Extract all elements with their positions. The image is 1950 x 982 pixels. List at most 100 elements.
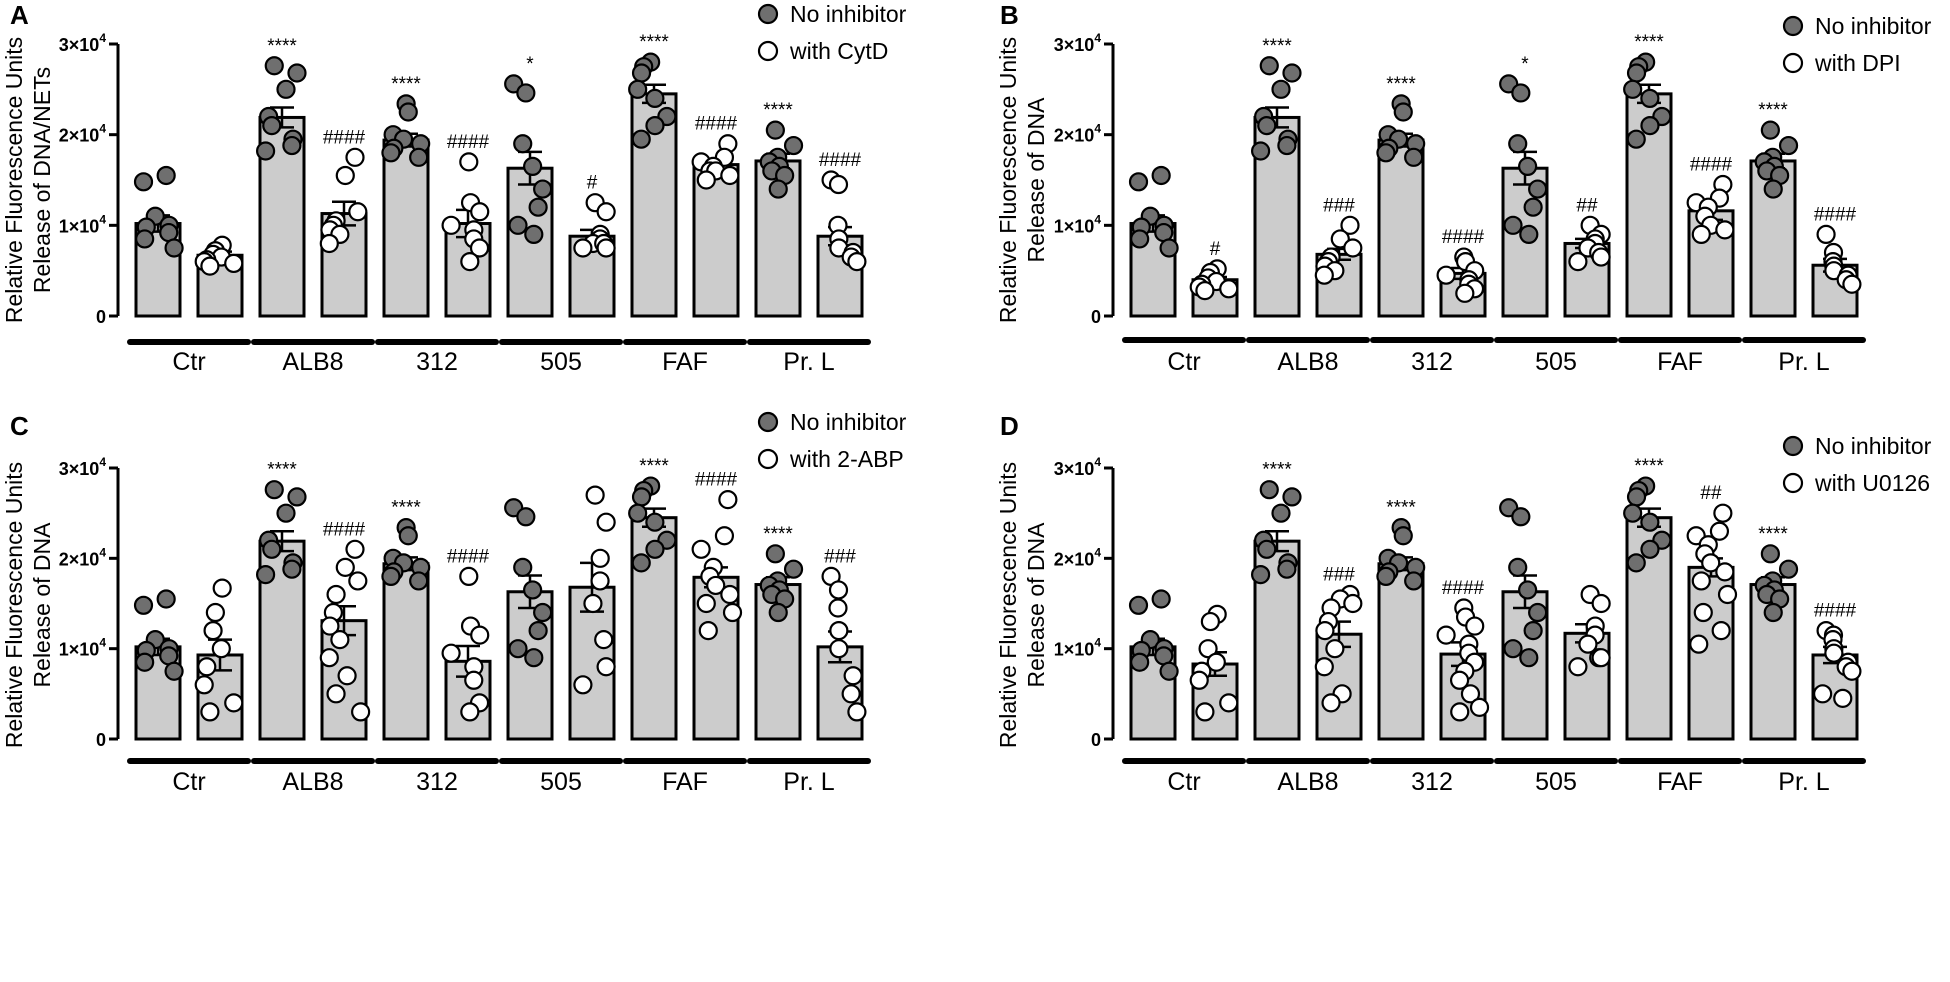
significance-label: **** — [1386, 74, 1416, 95]
legend-label: No inhibitor — [790, 409, 907, 435]
data-point — [768, 602, 788, 623]
data-point — [631, 63, 652, 83]
data-point — [783, 135, 804, 156]
data-point — [1816, 224, 1836, 244]
significance-label: * — [526, 54, 534, 75]
x-tick-label: 505 — [540, 768, 582, 796]
data-point — [200, 256, 220, 276]
significance-label: ### — [1323, 564, 1355, 585]
data-point — [351, 702, 371, 722]
legend-marker — [1782, 15, 1804, 37]
data-point — [381, 566, 401, 587]
data-point — [1640, 539, 1660, 559]
data-point — [441, 215, 461, 235]
data-point — [1465, 616, 1485, 636]
data-point — [1713, 503, 1733, 523]
data-point — [156, 165, 176, 186]
significance-label: **** — [391, 74, 421, 95]
data-point — [1523, 197, 1543, 217]
data-point — [1198, 639, 1218, 659]
x-tick-label: Pr. L — [1778, 348, 1830, 376]
x-tick-label: 312 — [416, 768, 458, 796]
significance-label: #### — [695, 114, 738, 135]
significance-label: **** — [1634, 456, 1664, 477]
data-point — [1715, 220, 1735, 240]
data-point — [645, 512, 665, 532]
data-point — [459, 152, 479, 172]
legend-marker — [757, 40, 779, 62]
legend-label: with U0126 — [1814, 470, 1930, 496]
data-point — [1511, 83, 1531, 103]
significance-label: **** — [1634, 32, 1664, 53]
data-point — [337, 666, 357, 686]
x-tick-label: FAF — [1657, 768, 1703, 796]
data-point — [1760, 544, 1780, 564]
data-point — [523, 156, 543, 176]
data-point — [1778, 135, 1799, 156]
data-point — [1449, 670, 1470, 690]
data-point — [1626, 487, 1647, 507]
legend-marker — [757, 3, 779, 25]
data-point — [829, 639, 849, 659]
x-tick-label: Ctr — [172, 768, 205, 796]
x-tick-label: 312 — [416, 348, 458, 376]
data-point — [255, 141, 276, 161]
data-point — [469, 238, 490, 258]
data-point — [1623, 503, 1643, 523]
data-point — [1250, 141, 1271, 161]
data-point — [1518, 580, 1538, 600]
data-point — [1159, 661, 1179, 681]
bar — [382, 562, 430, 741]
legend-label: with DPI — [1814, 50, 1901, 76]
data-point — [1321, 693, 1341, 713]
data-point — [1436, 625, 1456, 645]
data-point — [470, 625, 490, 645]
data-point — [513, 557, 533, 577]
data-point — [847, 702, 867, 722]
data-point — [691, 539, 711, 559]
data-point — [345, 147, 365, 167]
significance-label: ### — [1323, 195, 1355, 216]
data-point — [1518, 156, 1538, 176]
data-point — [1508, 134, 1528, 154]
data-point — [135, 229, 155, 249]
y-tick-label: 2×104 — [59, 122, 107, 146]
data-point — [1528, 602, 1548, 623]
data-point — [1200, 611, 1220, 632]
data-point — [594, 630, 614, 650]
data-point — [783, 559, 804, 579]
data-point — [1842, 274, 1862, 294]
data-point — [1715, 562, 1735, 582]
data-point — [528, 620, 548, 641]
data-point — [1626, 553, 1646, 573]
significance-label: #### — [1814, 204, 1857, 225]
data-point — [1568, 252, 1588, 272]
data-point — [628, 79, 648, 99]
significance-label: #### — [695, 470, 738, 491]
data-point — [335, 557, 355, 577]
legend-marker — [757, 411, 779, 433]
panel-c: C Relative Fluorescence Units Release of D… — [1, 409, 907, 796]
data-point — [1343, 238, 1363, 258]
bar — [1377, 138, 1425, 318]
data-point — [1325, 639, 1345, 659]
data-point — [1282, 63, 1302, 83]
data-point — [596, 512, 616, 532]
data-point — [714, 526, 735, 546]
data-point — [409, 147, 429, 167]
data-point — [1709, 521, 1730, 541]
data-point — [1503, 639, 1523, 659]
data-point — [513, 134, 533, 154]
significance-label: * — [1521, 54, 1529, 75]
data-point — [1314, 265, 1334, 285]
significance-label: #### — [1814, 601, 1857, 622]
data-point — [829, 620, 849, 641]
data-point — [1519, 648, 1539, 668]
data-point — [596, 657, 616, 677]
data-point — [528, 197, 548, 217]
data-point — [133, 172, 154, 192]
data-point — [1206, 652, 1226, 672]
data-point — [631, 129, 651, 149]
y-tick-label: 0 — [96, 307, 106, 327]
significance-label: # — [587, 173, 598, 194]
